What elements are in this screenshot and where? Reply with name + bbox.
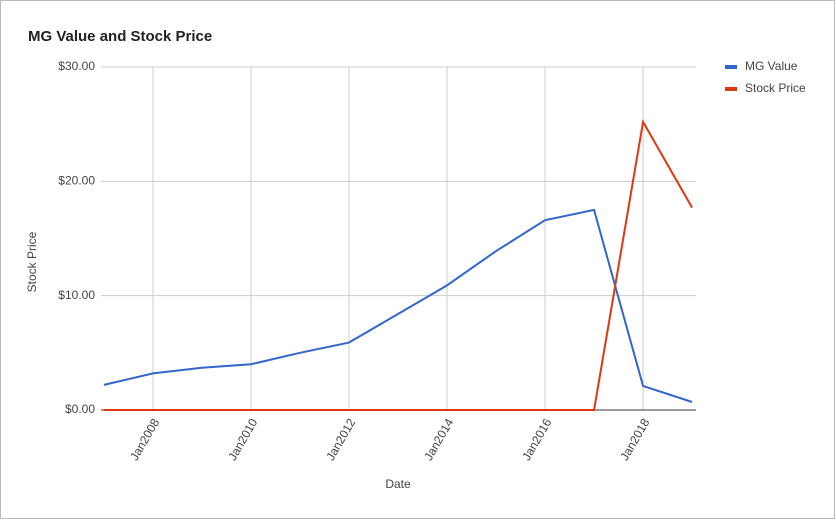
y-tick-label: $0.00 [65,402,95,416]
chart-title: MG Value and Stock Price [28,28,212,45]
legend-swatch [725,65,737,69]
legend-label: Stock Price [745,81,806,95]
legend-label: MG Value [745,59,798,73]
y-tick-label: $30.00 [58,59,95,73]
series-line [103,208,693,403]
series-line [103,118,693,411]
x-axis-title: Date [385,477,411,491]
y-axis-title: Stock Price [25,231,39,292]
legend-swatch [725,87,737,91]
y-tick-label: $20.00 [58,174,95,188]
y-tick-label: $10.00 [58,288,95,302]
